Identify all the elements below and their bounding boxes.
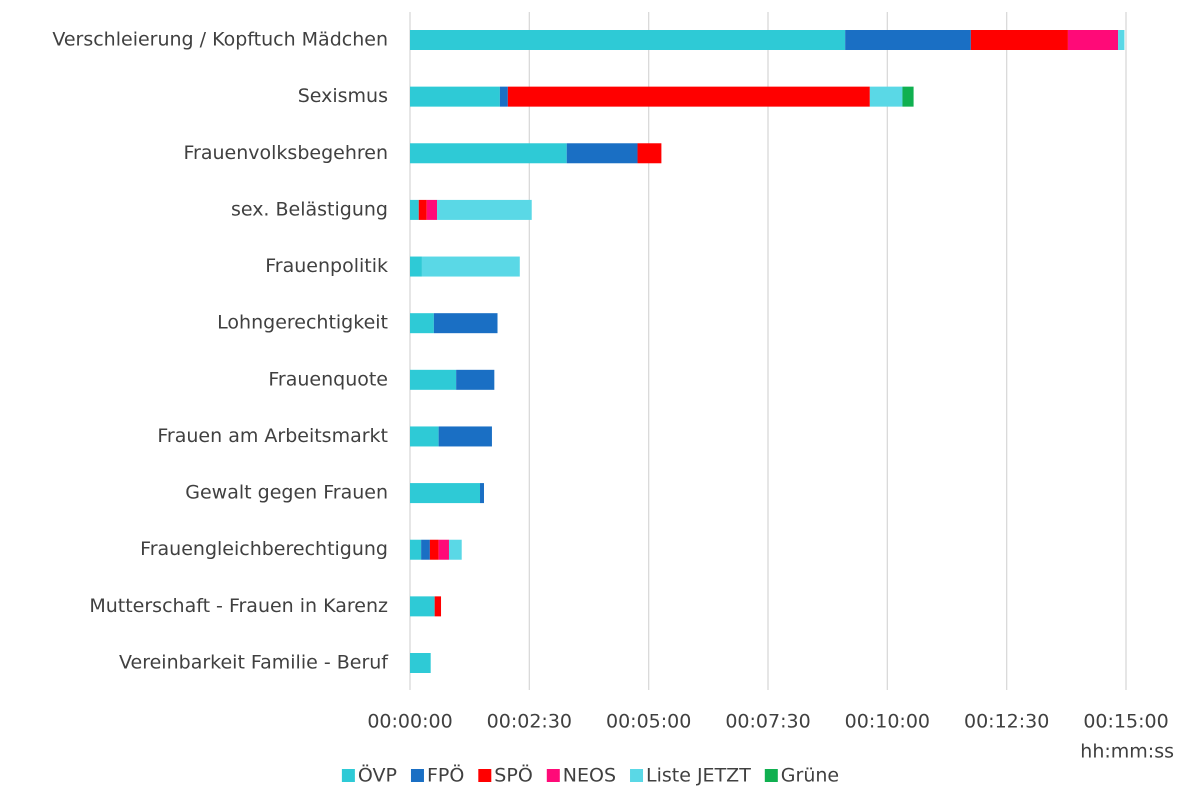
bar-segment: [410, 30, 846, 50]
y-tick-label: Verschleierung / Kopftuch Mädchen: [52, 29, 388, 51]
bar-segment: [1118, 30, 1125, 50]
legend-swatch: [630, 769, 644, 782]
bar-segment: [438, 539, 449, 560]
bar-segment: [637, 143, 662, 164]
bar-segment: [437, 199, 532, 220]
bar-segment: [438, 426, 492, 447]
bar-segment: [448, 539, 462, 560]
legend-label: FPÖ: [427, 764, 464, 787]
legend-label: ÖVP: [358, 764, 397, 787]
bar-segment: [421, 256, 520, 277]
x-tick-label: 00:15:00: [1083, 711, 1168, 733]
x-tick-label: 00:07:30: [725, 711, 810, 733]
y-tick-label: Frauenquote: [268, 368, 388, 390]
bar-segment: [410, 199, 419, 220]
y-tick-label: Gewalt gegen Frauen: [185, 482, 388, 504]
bar-segment: [566, 143, 638, 164]
legend-swatch: [410, 769, 424, 782]
bar-segment: [970, 30, 1068, 50]
bar-segment: [507, 86, 870, 107]
bar-segment: [410, 426, 439, 447]
bar-segment: [456, 369, 495, 390]
y-tick-label: Frauengleichberechtigung: [140, 538, 388, 560]
y-tick-label: Frauenvolksbegehren: [184, 142, 389, 164]
bar-segment: [845, 30, 971, 50]
bar-segment: [433, 313, 498, 334]
bar-segment: [410, 86, 500, 107]
legend-swatch: [478, 769, 492, 782]
legend-swatch: [546, 769, 560, 782]
y-tick-label: Frauenpolitik: [265, 255, 388, 277]
y-tick-label: Mutterschaft - Frauen in Karenz: [89, 595, 388, 617]
y-tick-label: Lohngerechtigkeit: [217, 312, 388, 334]
x-axis-label: hh:mm:ss: [1080, 741, 1174, 763]
bar-segment: [410, 539, 422, 560]
y-tick-label: Frauen am Arbeitsmarkt: [157, 425, 388, 447]
y-tick-label: sex. Belästigung: [231, 198, 388, 220]
x-tick-label: 00:12:30: [964, 711, 1049, 733]
bar-segment: [410, 369, 457, 390]
x-tick-label: 00:05:00: [606, 711, 691, 733]
bar-segment: [410, 596, 435, 617]
bar-segment: [421, 539, 430, 560]
bar-segment: [429, 539, 439, 560]
bar-segment: [410, 653, 431, 673]
legend-swatch: [341, 769, 355, 782]
x-tick-label: 00:02:30: [487, 711, 572, 733]
y-tick-label: Vereinbarkeit Familie - Beruf: [119, 652, 389, 674]
bar-segment: [410, 256, 422, 277]
bar-segment: [434, 596, 442, 617]
legend-label: Liste JETZT: [646, 765, 751, 787]
x-tick-label: 00:10:00: [845, 711, 930, 733]
bar-segment: [410, 483, 481, 504]
bar-segment: [902, 86, 914, 107]
legend-label: NEOS: [563, 765, 616, 787]
x-tick-label: 00:00:00: [367, 711, 452, 733]
bar-segment: [499, 86, 508, 107]
legend-swatch: [764, 769, 778, 782]
bar-segment: [410, 143, 567, 164]
bar-segment: [1067, 30, 1119, 50]
bar-segment: [480, 483, 484, 504]
legend-label: SPÖ: [494, 764, 532, 787]
y-tick-label: Sexismus: [298, 85, 388, 107]
bar-segment: [418, 199, 427, 220]
bar-segment: [869, 86, 903, 107]
legend-label: Grüne: [781, 765, 839, 787]
bar-segment: [426, 199, 438, 220]
bar-segment: [410, 313, 434, 334]
